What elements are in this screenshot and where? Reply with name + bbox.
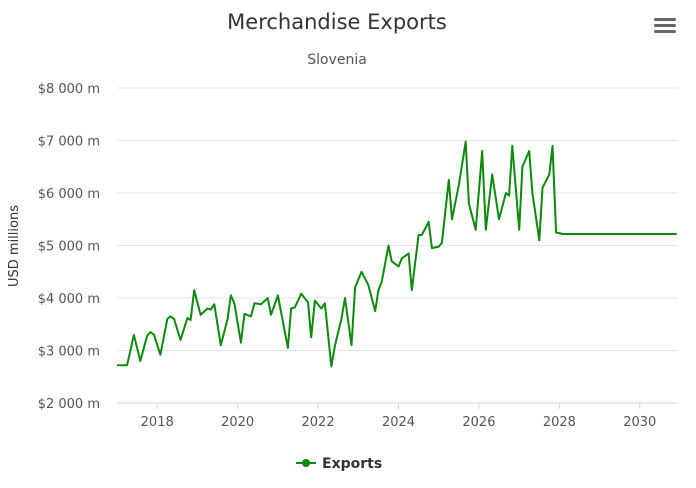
y-tick-label: $3 000 m: [38, 345, 100, 360]
x-tick-label: 2024: [382, 415, 415, 430]
x-tick-label: 2018: [141, 415, 174, 430]
y-axis-label: USD millions: [7, 205, 22, 287]
gridlines: [117, 87, 678, 351]
y-tick-label: $7 000 m: [38, 135, 100, 150]
y-tick-label: $4 000 m: [38, 292, 100, 307]
legend[interactable]: Exports: [296, 456, 382, 472]
x-tick-label: 2020: [221, 415, 254, 430]
menu-bar: [654, 18, 676, 21]
legend-label[interactable]: Exports: [322, 456, 382, 472]
legend-marker: [302, 459, 310, 467]
hamburger-menu-icon[interactable]: [652, 16, 678, 38]
chart-subtitle: Slovenia: [307, 52, 367, 68]
y-tick-label: $6 000 m: [38, 187, 100, 202]
y-axis-ticks: $2 000 m $3 000 m $4 000 m $5 000 m $6 000 m…: [38, 82, 100, 412]
menu-bar: [654, 24, 676, 27]
y-tick-label: $5 000 m: [38, 240, 100, 255]
x-tick-label: 2022: [302, 415, 335, 430]
x-tick-label: 2028: [543, 415, 576, 430]
series-line-exports[interactable]: [117, 140, 677, 368]
x-axis-ticks: 2018 2020 2022 2024 2026 2028 2030: [141, 403, 656, 430]
series-layer: [117, 140, 677, 368]
x-tick-label: 2030: [623, 415, 656, 430]
menu-bar: [654, 30, 676, 33]
chart-title: Merchandise Exports: [227, 10, 447, 34]
x-tick-label: 2026: [462, 415, 495, 430]
y-tick-label: $8 000 m: [38, 82, 100, 97]
y-tick-label: $2 000 m: [38, 397, 100, 412]
